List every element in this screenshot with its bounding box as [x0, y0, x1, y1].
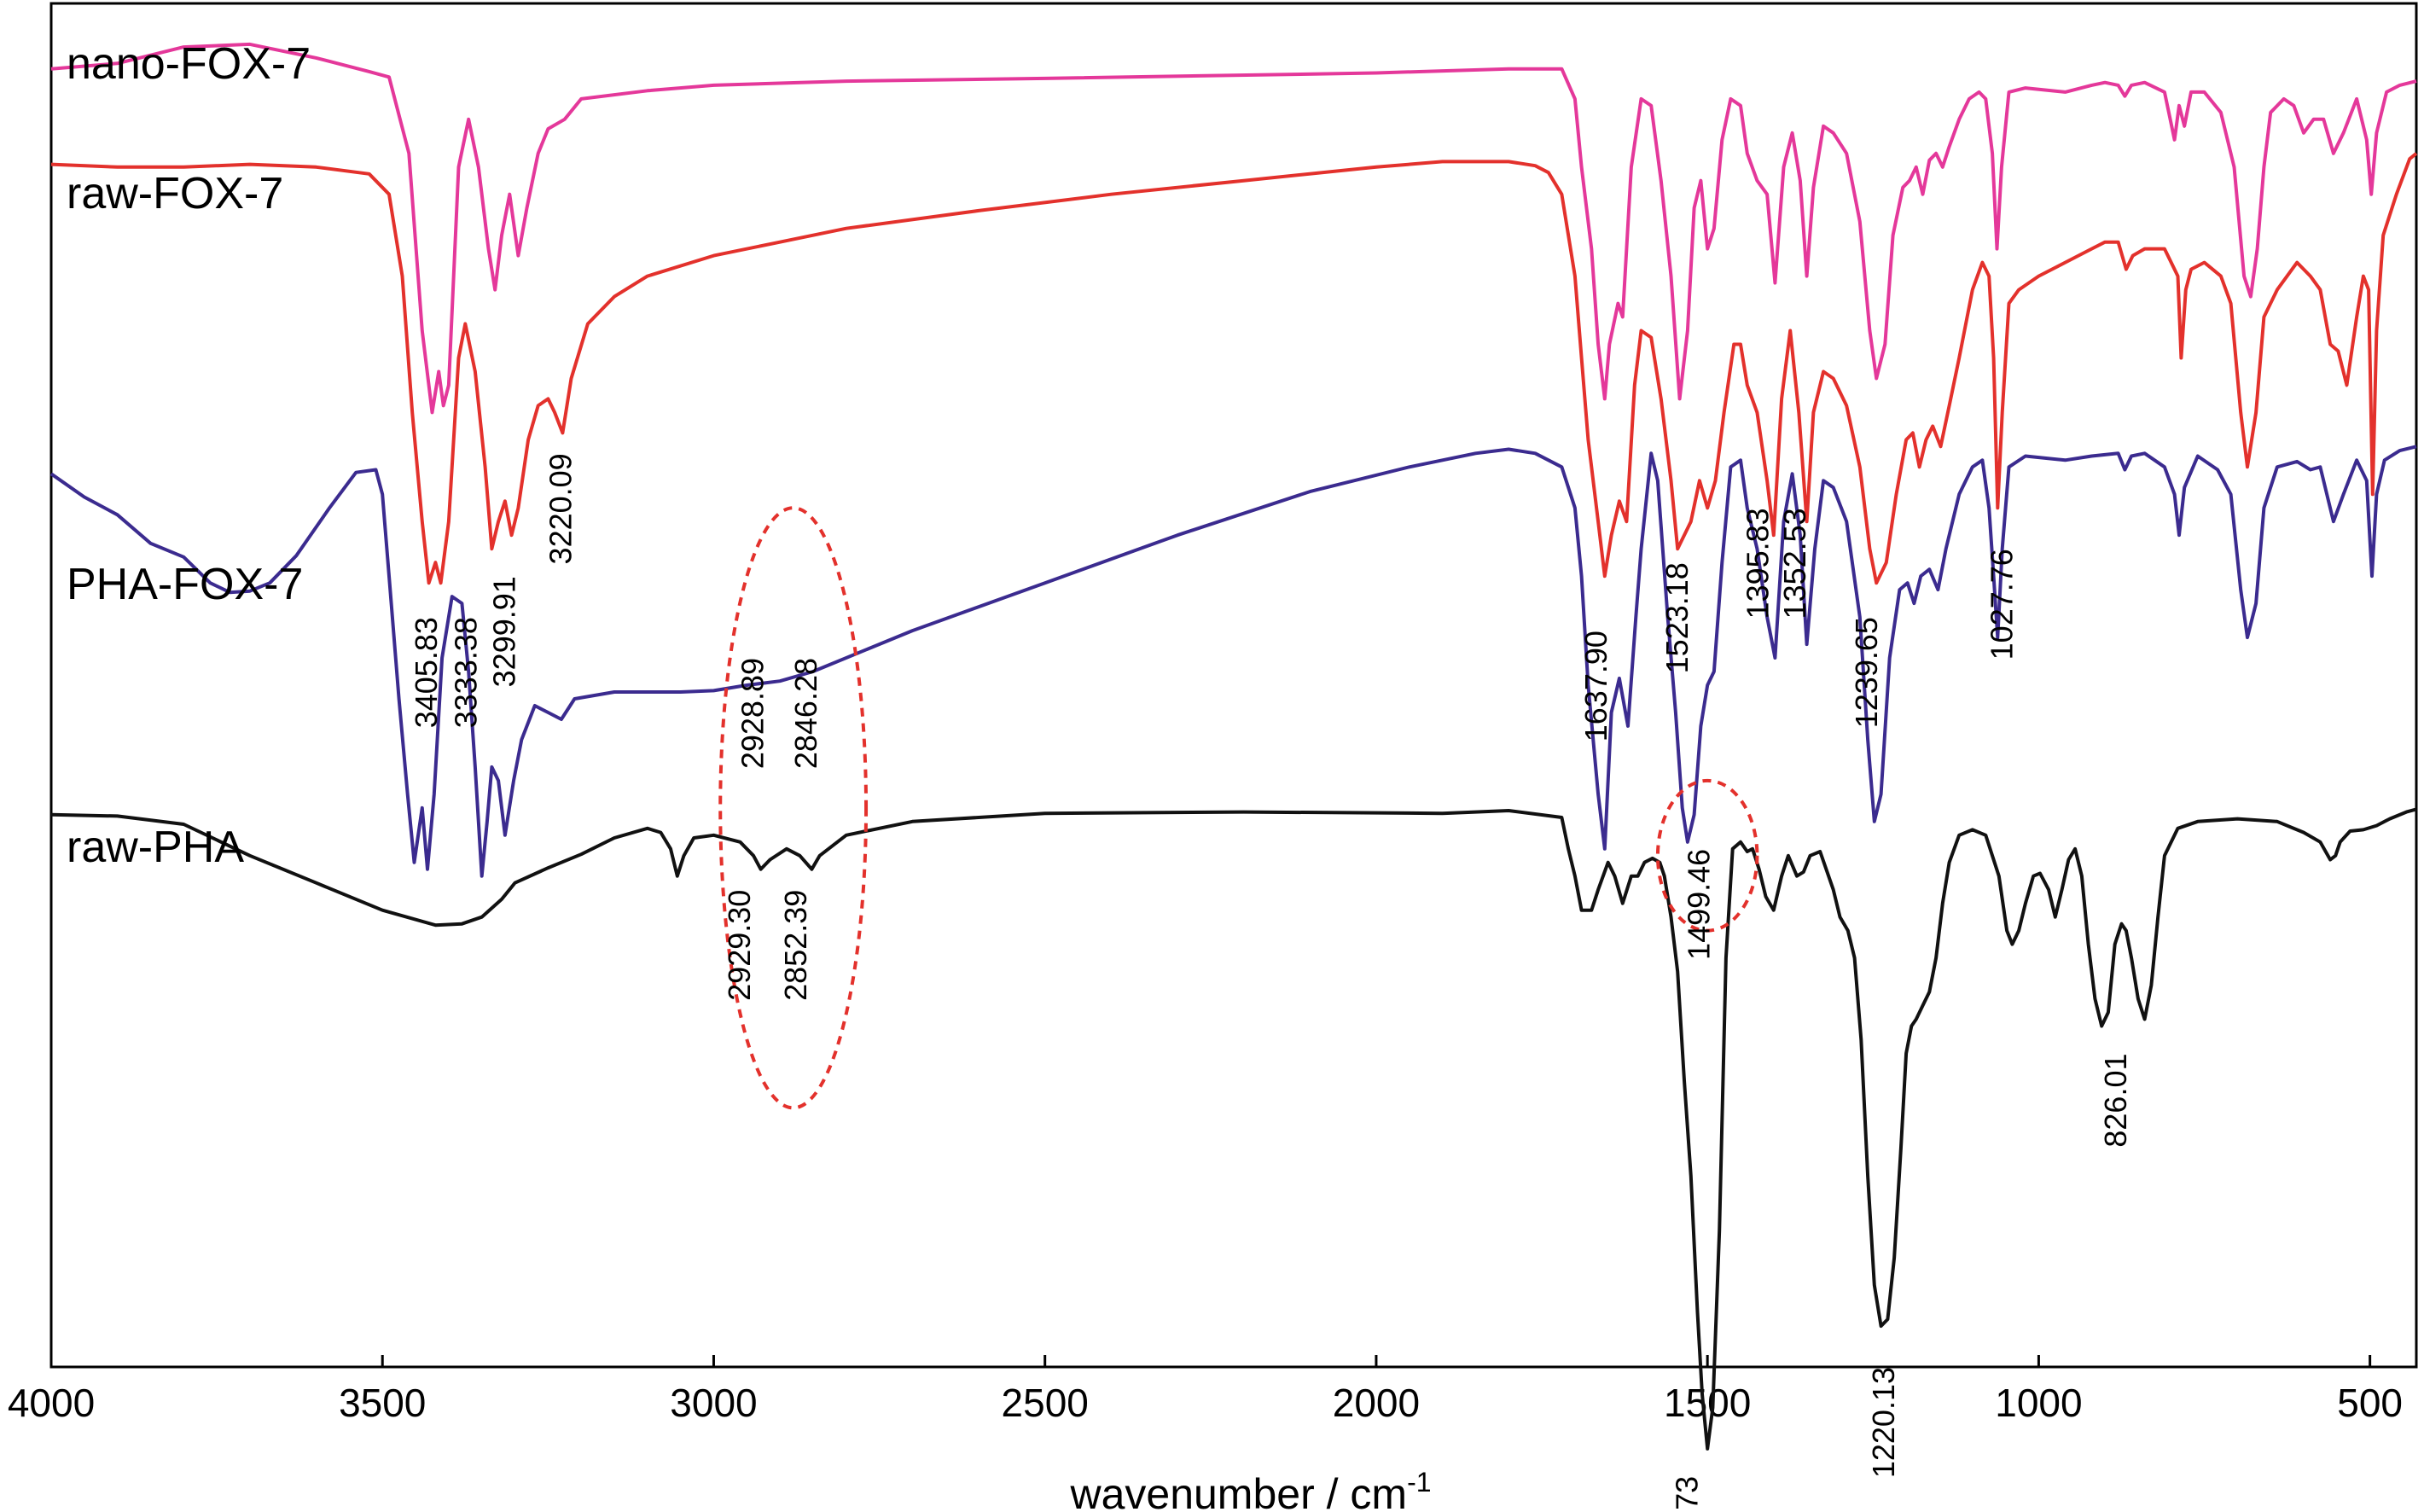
peak-labels: 3405.83 3333.38 3299.91 3220.09 1637.90 1523.… [409, 453, 2133, 1512]
x-tick-label: 2000 [1333, 1381, 1420, 1425]
peak-label: 1352.53 [1777, 508, 1812, 619]
peak-label: 1499.46 [1682, 849, 1717, 960]
peak-label: 1637.90 [1578, 631, 1613, 741]
x-tick-label: 3500 [339, 1381, 426, 1425]
series-line-raw-fox-7 [50, 152, 2418, 585]
peak-label: 1395.83 [1741, 508, 1776, 619]
series-label: PHA-FOX-7 [67, 560, 303, 609]
series-label: nano-FOX-7 [67, 39, 311, 89]
x-tick-label: 4000 [8, 1381, 95, 1425]
highlight-ellipse [718, 506, 869, 1110]
highlight-ellipses [718, 506, 1759, 1110]
peak-label: 3220.09 [544, 453, 578, 564]
series-group [49, 42, 2418, 1451]
peak-label: 826.01 [2098, 1054, 2133, 1148]
series-labels: nano-FOX-7 raw-FOX-7 PHA-FOX-7 raw-PHA [67, 39, 311, 872]
plot-frame [49, 2, 2418, 1369]
series-line-raw-pha [50, 807, 2417, 1451]
series-label: raw-PHA [67, 823, 244, 872]
peak-label: 3333.38 [449, 617, 484, 728]
peak-label: 2846.28 [788, 658, 823, 769]
x-tick-label: 500 [2337, 1381, 2403, 1425]
peak-label: 1239.65 [1849, 617, 1884, 728]
x-tick-label: 1500 [1664, 1381, 1751, 1425]
peak-label: 2852.39 [778, 890, 813, 1001]
series-label: raw-FOX-7 [67, 169, 283, 218]
peak-label: 3405.83 [409, 617, 444, 728]
x-tick-label: 2500 [1002, 1381, 1089, 1425]
x-tick-label: 1000 [1995, 1381, 2082, 1425]
peak-label: 1523.18 [1660, 562, 1694, 673]
x-axis-title-text: wavenumber / cm [1069, 1470, 1407, 1512]
peak-label: 1220.13 [1866, 1367, 1901, 1478]
highlight-ellipse [1655, 778, 1759, 933]
peak-label: 2928.89 [735, 658, 770, 769]
series-line-nano-fox-7 [50, 42, 2417, 415]
peak-label: 3299.91 [487, 576, 522, 687]
peak-label: 1498.73 [1670, 1476, 1705, 1512]
x-axis-title: wavenumber / cm-1 [1069, 1467, 1431, 1512]
x-tick-label: 3000 [670, 1381, 757, 1425]
peak-label: 2929.30 [722, 890, 757, 1001]
series-line-pha-fox-7 [49, 445, 2417, 878]
x-axis-ticks: 4000 3500 3000 2500 2000 1500 1000 500 [8, 1355, 2403, 1425]
x-axis-title-superscript: -1 [1407, 1467, 1431, 1497]
peak-label: 1027.76 [1984, 549, 2019, 660]
